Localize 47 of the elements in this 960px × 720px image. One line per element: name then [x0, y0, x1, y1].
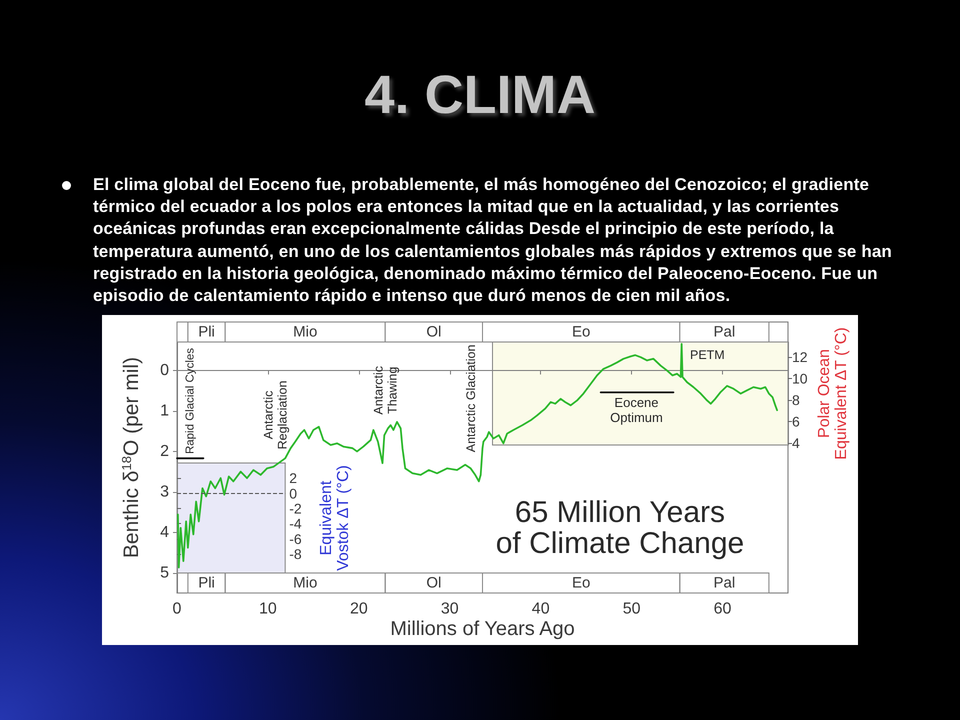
text: Pli — [198, 574, 215, 592]
annotation: Antarctic Glaciation — [464, 344, 478, 452]
x-tick-label: 40 — [532, 600, 550, 618]
band-label: Eo — [572, 324, 590, 340]
x-tick-label: 50 — [622, 600, 641, 618]
annotation: Antarctic Thawing — [371, 366, 400, 415]
y-tick-label: 3 — [160, 483, 170, 500]
y-axis-title: Benthic δ18O (per mil) — [119, 356, 143, 558]
y2-tick-label: 6 — [792, 413, 800, 430]
y-tick-label: 2 — [160, 442, 170, 460]
annotation: Rapid Glacial Cycles — [184, 348, 196, 454]
y3-tick-label: -8 — [289, 546, 302, 562]
text: Pal — [714, 574, 736, 592]
text: Eo — [572, 574, 590, 592]
y3-tick-label: 2 — [289, 470, 298, 486]
y2-tick-label: 8 — [792, 392, 800, 408]
annotation: Eocene Optimum — [610, 395, 663, 426]
band-label: Pal — [714, 324, 736, 340]
y2-tick-label: 4 — [792, 434, 800, 451]
y2-axis-title: Polar Ocean Equivalent ΔT (°C) — [816, 327, 850, 460]
text: Ol — [426, 574, 442, 592]
y3-tick-label: -4 — [289, 516, 302, 532]
y-tick-label: 5 — [160, 564, 170, 582]
annotation: Antarctic Reglaciation — [261, 380, 290, 450]
chart-title: 4. CLIMA — [363, 64, 596, 127]
y3-tick-label: 0 — [289, 485, 298, 502]
y-tick-label: 0 — [160, 362, 170, 380]
y2-tick-label: 12 — [792, 349, 808, 366]
x-tick-label: 60 — [714, 600, 732, 618]
annotation: PETM — [690, 348, 725, 362]
y3-tick-label: -2 — [289, 500, 302, 517]
x-tick-label: 30 — [440, 600, 459, 618]
annotation: 65 Million Years of Climate Change — [496, 496, 744, 560]
y2-tick-label: 10 — [792, 370, 808, 386]
band-label: Mio — [293, 324, 318, 340]
x-tick-label: 10 — [259, 600, 277, 618]
x-tick-label: 20 — [350, 600, 368, 618]
band-label: Pli — [198, 324, 215, 340]
y3-axis-title: Equivalent Vostok ΔT (°C) — [318, 465, 352, 571]
chart-subtitle: El clima global del Eoceno fue, probablemente, el más homogéneo del Cenozoico; el gradiente térmico del ecuador a los polos era entonces la mitad que en la actualidad, y las corrientes oceánicas profundas eran excepcionalmente cálidas Desde el principio de este período, la temperatura aumentó, en uno de los calentamientos globales más rápidos y extremos que se han registrado en la historia geológica, denominado máximo térmico del Paleoceno-Eoceno. Fue un episodio de calentamiento rápido e intenso que duró menos de cien mil años. — [93, 174, 893, 308]
text: Mio — [293, 574, 318, 592]
y-tick-label: 4 — [160, 524, 170, 541]
x-axis-title: Millions of Years Ago — [390, 618, 575, 640]
band-label: Ol — [426, 324, 442, 340]
y-tick-label: 1 — [160, 402, 170, 420]
x-tick-label: 0 — [172, 600, 182, 618]
y3-tick-label: -6 — [289, 530, 302, 547]
